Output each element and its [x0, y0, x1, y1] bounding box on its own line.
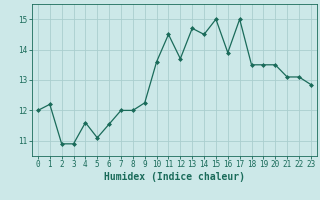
- X-axis label: Humidex (Indice chaleur): Humidex (Indice chaleur): [104, 172, 245, 182]
